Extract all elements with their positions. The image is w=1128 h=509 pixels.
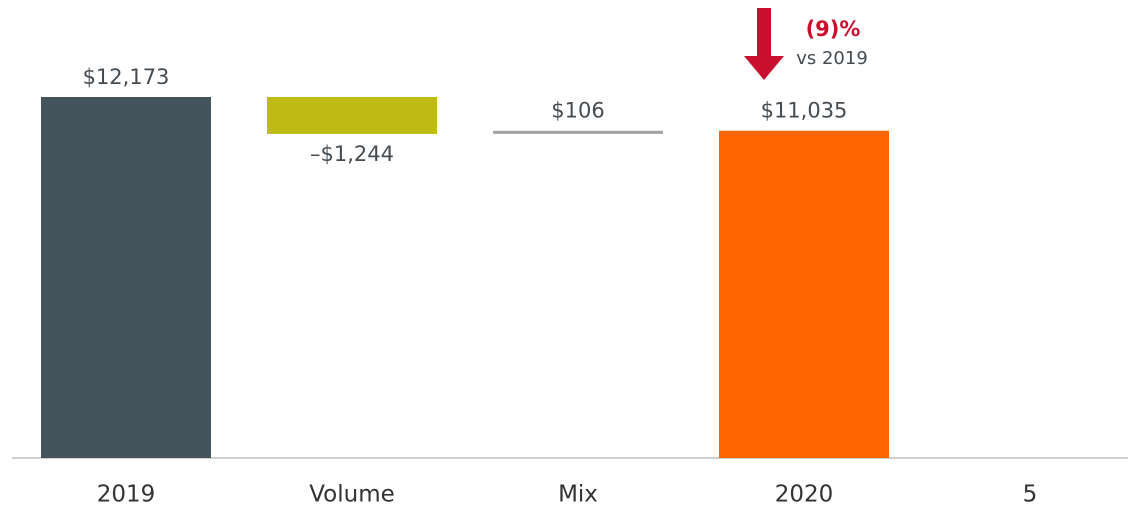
change-note: vs 2019 <box>796 48 868 69</box>
value-label: –$1,244 <box>310 142 394 166</box>
value-label: $11,035 <box>761 99 848 123</box>
x-tick-label: Mix <box>558 482 598 508</box>
x-tick-label: 5 <box>1023 482 1038 508</box>
value-label: $106 <box>551 99 604 123</box>
change-bar <box>493 130 663 134</box>
change-bar <box>267 97 437 134</box>
value-label: $12,173 <box>83 65 170 89</box>
down-arrow <box>744 8 784 80</box>
total-bar <box>41 97 211 458</box>
x-tick-label: 2020 <box>775 482 834 508</box>
change-percent: (9)% <box>806 17 861 41</box>
x-tick-label: Volume <box>309 482 395 508</box>
total-bar <box>719 130 889 458</box>
x-tick-label: 2019 <box>97 482 156 508</box>
